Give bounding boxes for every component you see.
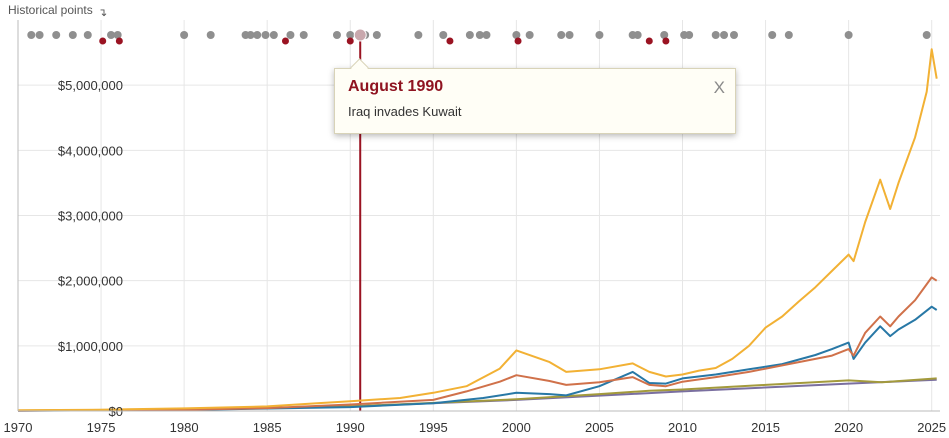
x-tick-label: 1975 xyxy=(87,420,116,435)
historical-marker[interactable] xyxy=(269,31,278,39)
historical-marker[interactable] xyxy=(685,31,694,39)
historical-marker-highlighted[interactable] xyxy=(645,37,653,45)
historical-marker[interactable] xyxy=(525,31,534,39)
y-tick-label: $4,000,000 xyxy=(58,143,123,158)
y-tick-label: $3,000,000 xyxy=(58,209,123,224)
x-tick-label: 2025 xyxy=(917,420,946,435)
historical-marker[interactable] xyxy=(107,31,116,39)
x-tick-label: 1980 xyxy=(170,420,199,435)
historical-marker[interactable] xyxy=(768,31,777,39)
series-layer xyxy=(17,48,938,412)
historical-marker[interactable] xyxy=(261,31,270,39)
historical-marker[interactable] xyxy=(720,31,729,39)
historical-marker[interactable] xyxy=(83,31,92,39)
y-tick-label: $1,000,000 xyxy=(58,339,123,354)
series-line-olive xyxy=(17,377,937,412)
tooltip-close-button[interactable]: X xyxy=(713,78,725,97)
historical-marker-highlighted[interactable] xyxy=(514,37,522,45)
series-line-blue xyxy=(17,305,938,412)
historical-marker[interactable] xyxy=(180,31,189,39)
tooltip-body: Iraq invades Kuwait xyxy=(348,104,462,119)
historical-marker[interactable] xyxy=(52,31,61,39)
historical-marker[interactable] xyxy=(35,31,44,39)
historical-marker-highlighted[interactable] xyxy=(115,37,123,45)
historical-markers xyxy=(27,28,931,45)
x-tick-label: 1970 xyxy=(4,420,33,435)
tooltip-title: August 1990 xyxy=(348,78,444,95)
historical-marker[interactable] xyxy=(844,31,853,39)
x-tick-label: 2005 xyxy=(585,420,614,435)
historical-marker-highlighted[interactable] xyxy=(99,37,107,45)
x-tick-label: 2020 xyxy=(834,420,863,435)
historical-marker[interactable] xyxy=(68,31,77,39)
arrow-down-right-icon: ↴ xyxy=(98,6,108,19)
historical-marker[interactable] xyxy=(414,31,423,39)
historical-marker-highlighted[interactable] xyxy=(446,37,454,45)
axes: 1970 1975 1980 1985 1990 1995 2000 2005 2010 2015… xyxy=(4,20,946,435)
historical-points-label: Historical points xyxy=(8,3,93,17)
x-tick-label: 1990 xyxy=(336,420,365,435)
x-tick-label: 2015 xyxy=(751,420,780,435)
historical-marker[interactable] xyxy=(332,31,341,39)
historical-marker[interactable] xyxy=(27,31,36,39)
historical-marker[interactable] xyxy=(113,31,122,39)
y-tick-label: $2,000,000 xyxy=(58,274,123,289)
historical-marker[interactable] xyxy=(439,31,448,39)
event-tooltip: August 1990 Iraq invades Kuwait X xyxy=(334,58,736,134)
historical-marker[interactable] xyxy=(557,31,566,39)
historical-marker[interactable] xyxy=(346,31,355,39)
x-tick-label: 2000 xyxy=(502,420,531,435)
historical-marker[interactable] xyxy=(475,31,484,39)
y-tick-label: $5,000,000 xyxy=(58,78,123,93)
historical-marker[interactable] xyxy=(595,31,604,39)
historical-marker[interactable] xyxy=(253,31,262,39)
x-tick-label: 1995 xyxy=(419,420,448,435)
series-line-purple xyxy=(17,378,937,412)
historical-marker[interactable] xyxy=(711,31,720,39)
series-line-orange xyxy=(17,276,938,412)
historical-marker[interactable] xyxy=(660,31,669,39)
historical-marker[interactable] xyxy=(206,31,215,39)
selected-marker[interactable] xyxy=(353,28,367,42)
historical-marker[interactable] xyxy=(784,31,793,39)
historical-marker-highlighted[interactable] xyxy=(281,37,289,45)
historical-marker[interactable] xyxy=(246,31,255,39)
historical-marker[interactable] xyxy=(922,31,931,39)
historical-marker[interactable] xyxy=(730,31,739,39)
historical-marker[interactable] xyxy=(633,31,642,39)
x-tick-label: 1985 xyxy=(253,420,282,435)
historical-marker-highlighted[interactable] xyxy=(662,37,670,45)
historical-marker[interactable] xyxy=(286,31,295,39)
historical-marker[interactable] xyxy=(565,31,574,39)
series-line-gold xyxy=(17,48,938,412)
x-tick-label: 2010 xyxy=(668,420,697,435)
historical-marker[interactable] xyxy=(482,31,491,39)
historical-marker[interactable] xyxy=(465,31,474,39)
historical-marker[interactable] xyxy=(299,31,308,39)
historical-marker[interactable] xyxy=(512,31,521,39)
historical-marker-highlighted[interactable] xyxy=(346,37,354,45)
historical-marker[interactable] xyxy=(372,31,381,39)
